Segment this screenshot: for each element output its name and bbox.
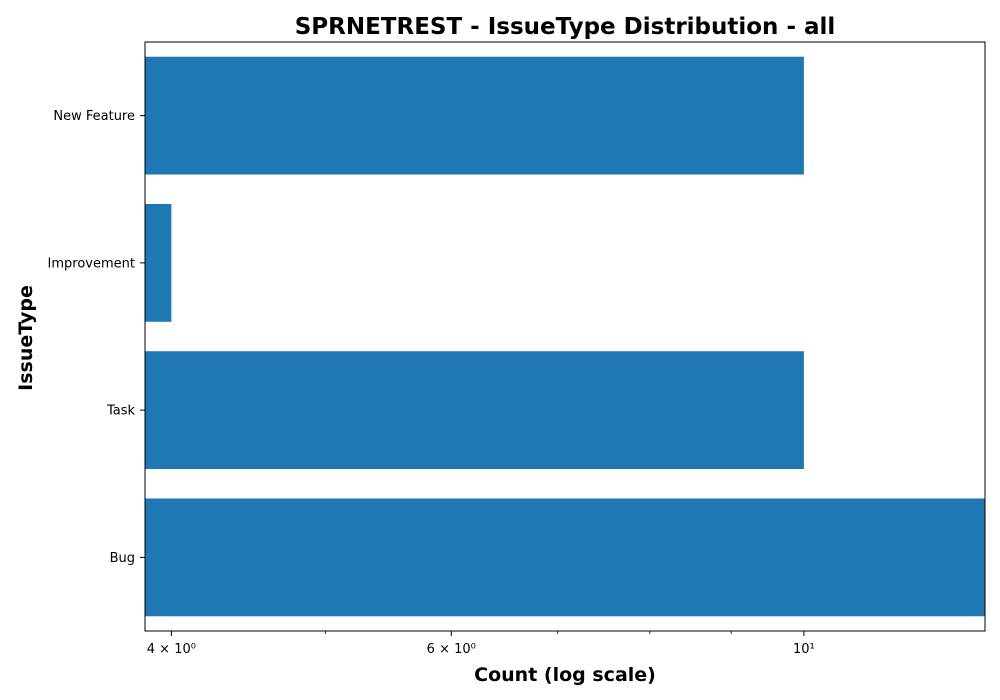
x-axis-label: Count (log scale) [474, 664, 656, 686]
x-tick-label-6: 6 × 10⁰ [427, 642, 476, 657]
bar-task [145, 351, 804, 470]
y-tick-label-task: Task [106, 404, 136, 419]
y-axis-label: IssueType [15, 285, 37, 391]
y-tick-label-improvement: Improvement [48, 256, 135, 271]
y-tick-label-bug: Bug [110, 551, 135, 566]
x-axis: 4 × 10⁰ 6 × 10⁰ 10¹ [147, 631, 815, 657]
chart-title: SPRNETREST - IssueType Distribution - al… [295, 14, 836, 40]
x-tick-label-4: 4 × 10⁰ [147, 642, 196, 657]
plot-frame [144, 41, 986, 632]
x-tick-label-10: 10¹ [793, 642, 815, 657]
bar-new-feature [145, 56, 804, 175]
bar-improvement [145, 203, 172, 322]
y-tick-label-new-feature: New Feature [53, 109, 135, 124]
bar-bug [145, 498, 985, 617]
bars-layer [145, 56, 985, 617]
y-axis: Bug Task Improvement New Feature [48, 109, 145, 566]
